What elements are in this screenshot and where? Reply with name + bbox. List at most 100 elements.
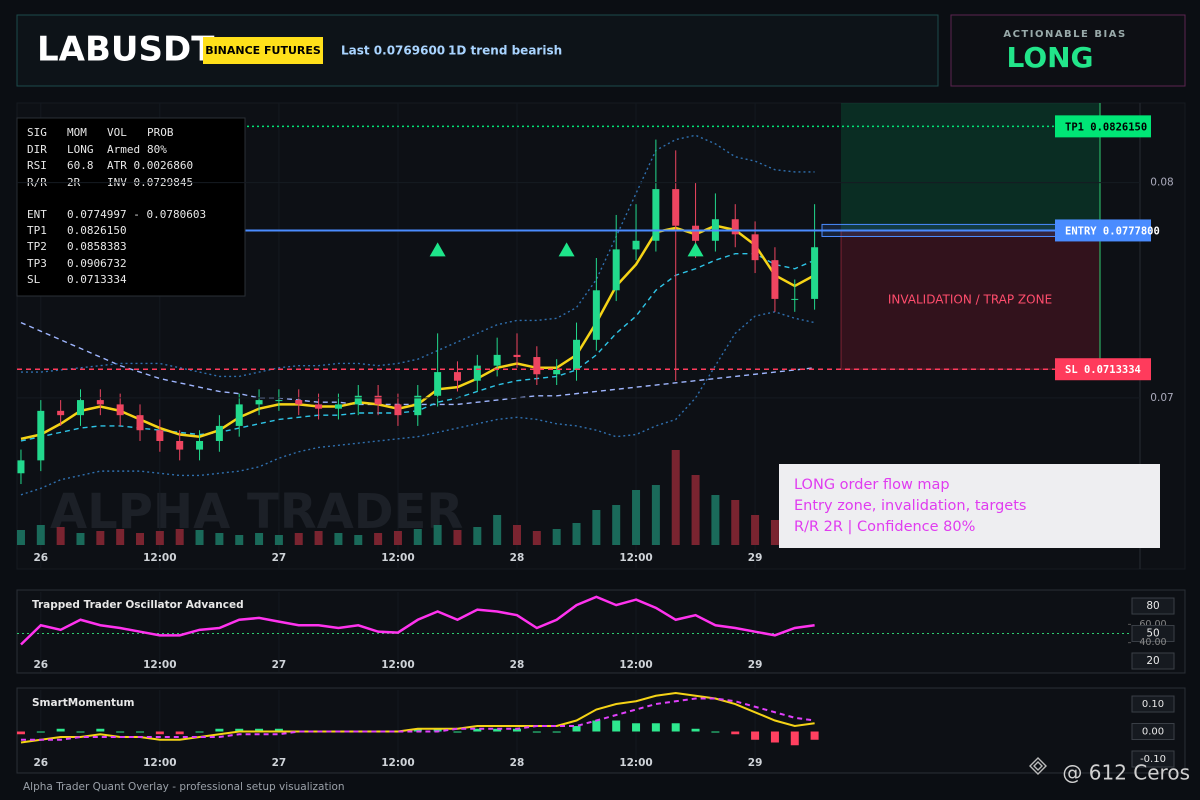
volume-bar [116,529,125,545]
bias-label: ACTIONABLE BIAS [1003,29,1126,40]
signal [687,242,704,257]
volume-bar [96,531,105,545]
volume-bar [552,529,561,545]
panel-title: SmartMomentum [32,697,134,709]
x-tick-label: 12:00 [143,659,176,671]
volume-bar [56,527,65,545]
last-price: Last 0.0769600 [341,44,445,58]
panel-title: Trapped Trader Oscillator Advanced [32,599,244,611]
volume-bar [136,533,145,545]
candle-body [414,395,422,416]
histogram-bar [512,728,521,732]
candle-body [553,369,561,375]
volume-bar [493,515,502,545]
info-cell: Armed [107,143,140,156]
histogram-bar [711,731,720,733]
volume-bar [175,529,184,545]
y-tick-label: 0.10 [1142,699,1164,710]
momentum-line [20,697,815,741]
histogram-bar [473,728,482,732]
candle-body [453,372,461,381]
candle-body [37,410,45,461]
histogram-bar [552,731,561,733]
volume-bar [76,533,85,545]
candle-body [136,415,144,431]
plots: 26 12:00 27 12:00 28 12:00 29 INVALIDATION / TR… [16,103,1175,770]
histogram-bar [453,731,462,733]
volume-bar [612,505,621,545]
volume-bar [354,535,363,545]
y-tick-box [1131,597,1175,615]
candle-body [374,395,382,405]
y-tick-label: 80 [1146,600,1159,612]
candle-body [76,400,84,416]
info-cell: 0.0858383 [67,240,127,253]
info-cell: SIG [27,126,47,139]
x-tick-label: 28 [510,757,525,769]
annotation-line: LONG order flow map [794,477,950,493]
candle-body [672,189,680,226]
volume-bar [770,520,779,545]
histogram-bar [116,731,125,733]
candle-body [573,339,581,370]
histogram-bar [433,728,442,732]
y-tick-box [1131,652,1175,670]
info-cell: ENT [27,208,47,221]
candle-body [811,247,819,299]
candle-body [215,425,223,441]
histogram-bar [632,723,641,732]
x-tick-label: 12:00 [143,757,176,769]
info-cell: SL [27,273,41,286]
histogram-bar [195,731,204,733]
candle-body [791,298,799,300]
volume-bar [235,535,244,545]
badge: BINANCE FUTURES [205,44,321,57]
histogram-bar [790,731,799,746]
x-tick-label: 26 [33,659,48,671]
candle-body [751,234,759,261]
volume-bar [731,500,740,545]
volume-bar [255,533,264,545]
histogram-bar [751,731,760,740]
x-tick-label: 12:00 [619,552,652,564]
x-tick-label: 29 [748,552,763,564]
x-tick-label: 26 [33,552,48,564]
candle-body [771,260,779,299]
histogram-bar [731,731,740,735]
y-tick-label: 0.00 [1142,727,1164,738]
annotation-box [779,464,1160,548]
histogram-bar [175,731,184,735]
trend: 1D trend bearish [448,44,562,58]
candle-body [354,395,362,405]
y-tick-box [1131,625,1175,643]
volume-bar [691,475,700,545]
level-tag: TP1 0.0826150 [1065,121,1147,133]
oscillator-panel [16,589,1186,674]
x-tick-label: 12:00 [143,552,176,564]
info-cell: 0.0906732 [67,257,127,270]
x-tick-label: 12:00 [619,757,652,769]
x-tick-label: 12:00 [381,659,414,671]
volume-bar [751,515,760,545]
info-cell: RSI [27,159,47,172]
volume-bar [651,485,660,545]
candle-body [176,440,184,450]
signal [429,242,446,257]
zone-label: INVALIDATION / TRAP ZONE [888,293,1052,307]
histogram-bar [413,728,422,732]
x-tick-label: 27 [272,552,287,564]
bias-box [950,14,1186,87]
candle-body [652,189,660,241]
y-tick-label: 60.00 [1139,619,1166,630]
candle-body [315,404,323,409]
candle-body [513,354,521,358]
candle-body [255,400,263,405]
volume-bar [413,529,422,545]
volume-bar [16,530,25,545]
header-box [16,14,939,87]
volume-bar [215,533,224,545]
histogram-bar [493,728,502,732]
info-cell: TP3 [27,257,47,270]
